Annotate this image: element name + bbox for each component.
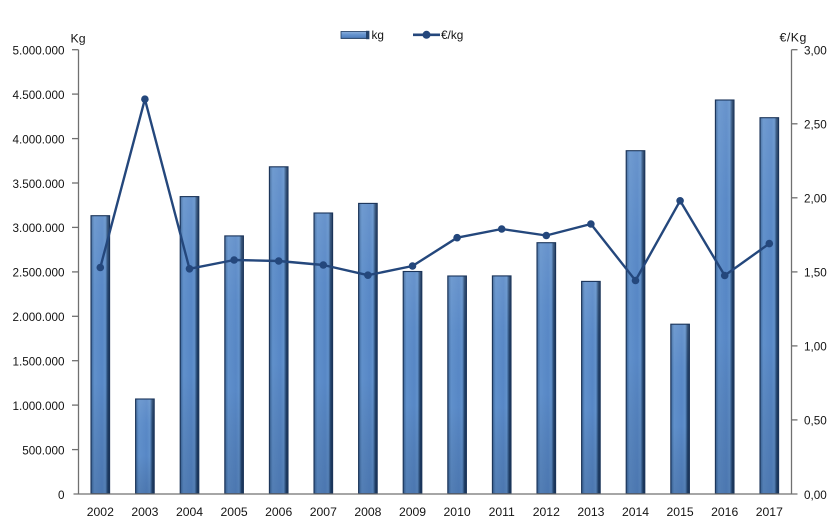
svg-text:2006: 2006 — [265, 505, 292, 519]
svg-text:2,50: 2,50 — [804, 119, 827, 132]
svg-text:4.500.000: 4.500.000 — [13, 89, 65, 102]
svg-text:1,00: 1,00 — [804, 341, 827, 354]
svg-text:2004: 2004 — [176, 505, 203, 519]
svg-text:2.500.000: 2.500.000 — [13, 267, 65, 280]
svg-text:2017: 2017 — [756, 505, 783, 519]
svg-text:2011: 2011 — [489, 505, 515, 519]
svg-text:€/Kg: €/Kg — [780, 31, 807, 45]
svg-text:5.000.000: 5.000.000 — [13, 45, 65, 58]
svg-text:0,00: 0,00 — [804, 489, 827, 502]
svg-text:€/kg: €/kg — [441, 28, 463, 42]
svg-text:2013: 2013 — [577, 505, 604, 519]
svg-text:3.000.000: 3.000.000 — [13, 222, 65, 235]
svg-text:2009: 2009 — [399, 505, 426, 519]
svg-text:kg: kg — [372, 28, 384, 42]
svg-text:2.000.000: 2.000.000 — [13, 311, 65, 324]
svg-text:2,00: 2,00 — [804, 193, 827, 206]
svg-text:1,50: 1,50 — [804, 267, 827, 280]
svg-text:2007: 2007 — [310, 505, 337, 519]
svg-text:1.000.000: 1.000.000 — [13, 400, 65, 413]
svg-text:2014: 2014 — [622, 505, 649, 519]
svg-text:2016: 2016 — [711, 505, 738, 519]
svg-text:2008: 2008 — [354, 505, 381, 519]
svg-text:2003: 2003 — [131, 505, 158, 519]
svg-text:2012: 2012 — [533, 505, 560, 519]
svg-text:2010: 2010 — [444, 505, 471, 519]
svg-text:3,00: 3,00 — [804, 45, 827, 58]
svg-text:0: 0 — [58, 489, 65, 502]
svg-text:4.000.000: 4.000.000 — [13, 133, 65, 146]
svg-text:2015: 2015 — [667, 505, 694, 519]
svg-text:500.000: 500.000 — [22, 444, 65, 457]
svg-text:2002: 2002 — [87, 505, 114, 519]
svg-text:3.500.000: 3.500.000 — [13, 178, 65, 191]
svg-text:Kg: Kg — [71, 31, 86, 45]
svg-text:0,50: 0,50 — [804, 415, 827, 428]
svg-text:1.500.000: 1.500.000 — [13, 356, 65, 369]
svg-text:2005: 2005 — [221, 505, 248, 519]
